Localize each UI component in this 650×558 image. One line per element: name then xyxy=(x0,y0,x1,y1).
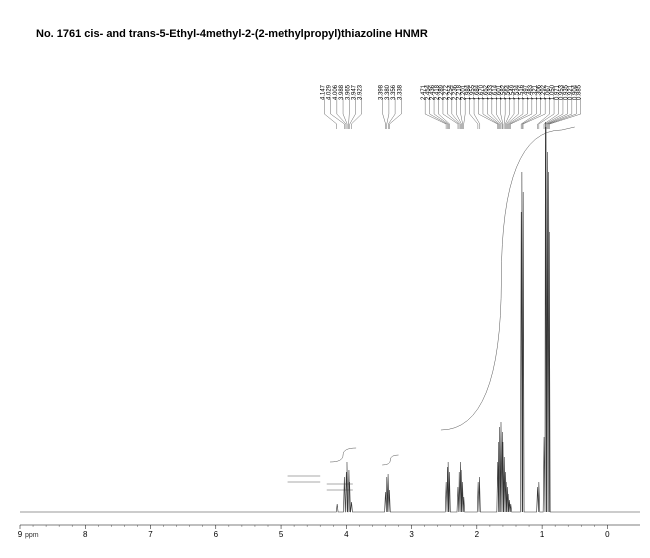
svg-text:3.338: 3.338 xyxy=(397,84,403,100)
svg-text:6: 6 xyxy=(214,530,219,539)
svg-text:3.947: 3.947 xyxy=(351,84,357,100)
svg-text:4.147: 4.147 xyxy=(320,84,326,100)
svg-text:3.380: 3.380 xyxy=(385,84,391,100)
svg-text:7: 7 xyxy=(148,530,153,539)
svg-text:3.398: 3.398 xyxy=(379,84,385,100)
svg-text:0: 0 xyxy=(605,530,610,539)
chart-title: No. 1761 cis- and trans-5-Ethyl-4methyl-… xyxy=(36,28,428,40)
svg-text:3: 3 xyxy=(409,530,414,539)
svg-text:0.885: 0.885 xyxy=(577,84,583,100)
svg-text:3.923: 3.923 xyxy=(358,84,364,100)
nmr-svg: 9876543210ppm4.1474.0294.0063.9883.9653.… xyxy=(5,70,645,540)
svg-text:1: 1 xyxy=(540,530,545,539)
svg-text:5: 5 xyxy=(279,530,284,539)
svg-text:2: 2 xyxy=(475,530,480,539)
svg-text:4.006: 4.006 xyxy=(333,84,339,100)
nmr-plot: 9876543210ppm4.1474.0294.0063.9883.9653.… xyxy=(5,70,645,540)
svg-text:4: 4 xyxy=(344,530,349,539)
svg-text:ppm: ppm xyxy=(25,532,39,539)
svg-text:9: 9 xyxy=(18,530,23,539)
svg-text:8: 8 xyxy=(83,530,88,539)
svg-text:4.029: 4.029 xyxy=(327,84,333,100)
svg-text:3.988: 3.988 xyxy=(339,84,345,100)
svg-text:3.356: 3.356 xyxy=(391,84,397,100)
svg-text:3.965: 3.965 xyxy=(345,84,351,100)
